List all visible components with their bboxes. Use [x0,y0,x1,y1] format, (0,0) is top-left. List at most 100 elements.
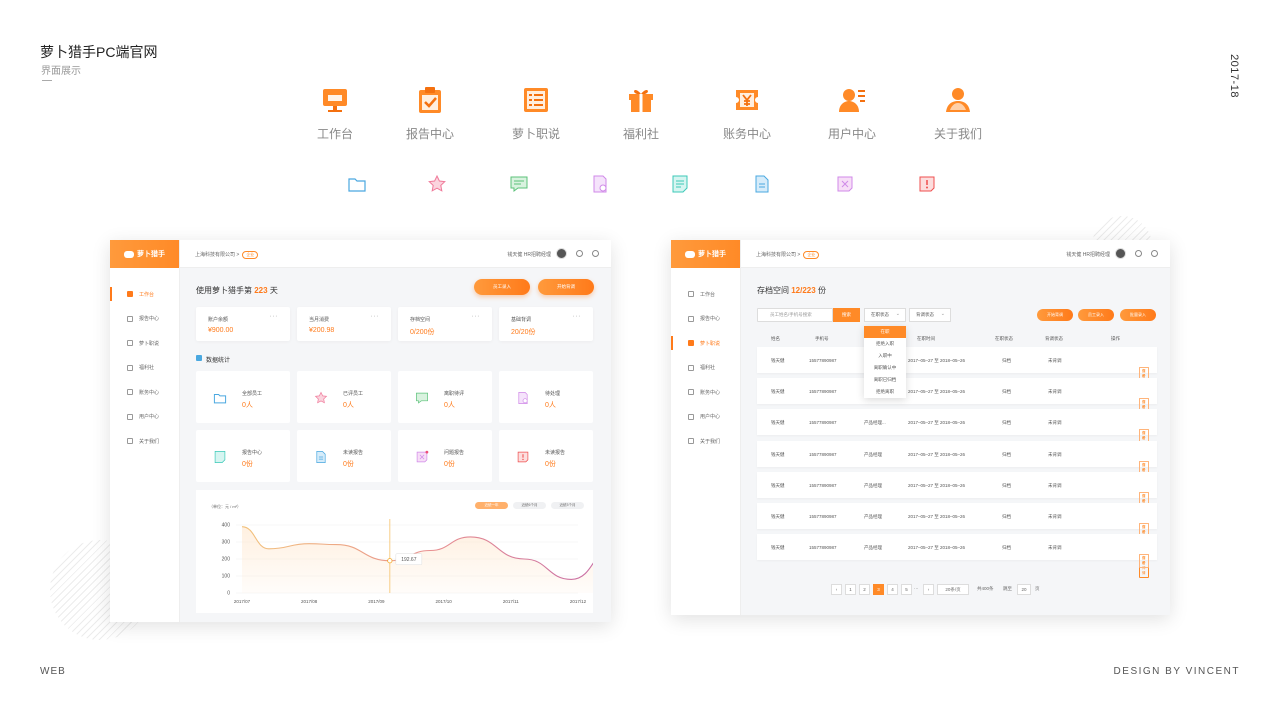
start-check-button[interactable]: 开始背调 [538,279,594,295]
file-text-icon [316,451,326,463]
bell-icon[interactable] [1135,250,1142,257]
nav-icon-finance[interactable]: 账务中心 [702,84,792,142]
table-row[interactable]: 钱天健 15577890987 2017–05–27 至 2018–05–26 归档未… [757,347,1157,391]
sidebar-item-user[interactable]: 用户中心 [671,405,740,430]
sidebar-item-label: 工作台 [139,291,155,298]
nav-icon-user-center[interactable]: 用户中心 [807,84,897,142]
dropdown-option[interactable]: 拒绝入职 [876,341,894,346]
page-button-current[interactable]: 3 [873,584,884,595]
count-card-unread-2[interactable]: 未读报告 0份 [499,430,593,482]
logout-icon[interactable] [1151,250,1158,257]
stat-card-balance[interactable]: 账户余额 ¥900.00 ··· [196,307,290,341]
search-button[interactable]: 搜索 [833,308,860,322]
avatar[interactable] [1115,248,1126,259]
column-header: 背调状态 [1045,336,1063,341]
dropdown-option[interactable]: 离职已归档 [873,377,897,382]
cell-phone: 15577890987 [809,514,837,519]
nav-icon-welfare[interactable]: 福利社 [596,84,686,142]
breadcrumb[interactable]: 上海科技有限公司 > 企业 [195,251,259,259]
count-card-all[interactable]: 全部员工 0人 [196,371,290,423]
table-row[interactable]: 钱天健 15577890987 产品经理 2017–05–27 至 2018–05–2… [757,471,1157,516]
sidebar-item-workbench[interactable]: 工作台 [110,282,179,307]
add-employee-button[interactable]: 员工录入 [1078,309,1114,321]
more-icon[interactable]: ··· [572,313,581,320]
add-employee-button[interactable]: 员工录入 [474,279,530,295]
count-card-reports[interactable]: 报告中心 0份 [196,430,290,482]
dropdown-option[interactable]: 离职确认中 [873,365,897,370]
page-button[interactable]: 2 [859,584,870,595]
sidebar-item-about[interactable]: 关于我们 [671,429,740,454]
batch-add-button[interactable]: 批量录入 [1120,309,1156,321]
table-row[interactable]: 钱天健 15577890987 2017–05–27 至 2018–05–26 归档未… [757,378,1157,423]
sidebar-item-reports[interactable]: 报告中心 [110,307,179,332]
breadcrumb[interactable]: 上海科技有限公司 > 企业 [756,251,820,259]
sidebar-item-welfare[interactable]: 福利社 [110,356,179,381]
sidebar-item-talk[interactable]: 萝卜职说 [671,331,740,356]
user-name[interactable]: 钱天健 HR招聘经理 [1066,252,1110,258]
employment-status-dropdown: 在职 拒绝入职 入职中 离职确认中 离职已归档 拒绝离职 [864,326,906,398]
table-row[interactable]: 钱天健 15577890987 产品经理 2017–05–27 至 2018–05–2… [757,440,1157,485]
employment-status-select[interactable]: 在职状态 [864,308,906,322]
count-card-rated[interactable]: 已评员工 0人 [297,371,391,423]
sidebar-item-label: 报告中心 [700,316,721,323]
line-chart[interactable]: 400 300 200 100 0 2017/07 2017/08 2017/09 2017/1… [196,490,593,613]
dropdown-option[interactable]: 拒绝离职 [876,389,894,394]
usage-suffix: 天 [269,286,278,295]
sidebar-item-finance[interactable]: 账务中心 [110,380,179,405]
more-icon[interactable]: ··· [471,313,480,320]
search-input[interactable]: 员工姓名/手机号搜索 [757,308,833,322]
logo-icon [124,250,134,258]
sidebar-item-workbench[interactable]: 工作台 [671,282,740,307]
start-check-button[interactable]: 开始背调 [1037,309,1073,321]
app-logo[interactable]: 萝卜猎手 [671,240,740,268]
sidebar-item-finance[interactable]: 账务中心 [671,380,740,405]
range-3-month-button[interactable]: 近统3个月 [551,502,584,509]
logout-icon[interactable] [592,250,599,257]
more-icon[interactable]: ··· [370,313,379,320]
cell-status: 归档 [1002,451,1011,457]
page-button[interactable]: 1 [845,584,856,595]
page-size-select[interactable]: 20条/页 [937,584,969,595]
nav-icon-about[interactable]: 关于我们 [913,84,1003,142]
x-tick-label: 2017/10 [435,599,452,604]
page-button[interactable]: 5 [901,584,912,595]
dropdown-option[interactable]: 在职 [864,326,906,338]
range-1-year-button[interactable]: 近统一年 [475,502,508,509]
range-6-month-button[interactable]: 近统6个月 [513,502,546,509]
stat-card-storage[interactable]: 存档空间 0/200份 ··· [398,307,492,341]
sidebar-item-reports[interactable]: 报告中心 [671,307,740,332]
avatar[interactable] [556,248,567,259]
table-row[interactable]: 钱天健 15577890987 产品经理 2017–05–27 至 2018–05–2… [757,503,1157,547]
cell-position: 产品经理 [864,514,882,519]
breadcrumb-text: 上海科技有限公司 > [756,252,801,258]
sidebar-item-welfare[interactable]: 福利社 [671,356,740,381]
count-card-unread[interactable]: 未读报告 0份 [297,430,391,482]
count-card-leaving[interactable]: 离职待评 0人 [398,371,492,423]
table-row[interactable]: 钱天健 15577890987 产品经理 2017–05–27 至 2018–05–2… [757,534,1157,579]
sidebar-item-talk[interactable]: 萝卜职说 [110,331,179,356]
goto-page-input[interactable]: 20 [1017,584,1031,595]
next-page-button[interactable]: › [923,584,934,595]
nav-icon-talk[interactable]: 萝卜职说 [491,84,581,142]
title-divider [42,80,52,81]
table-row[interactable]: 钱天健 15577890987 产品经理... 2017–05–27 至 2018–0… [757,409,1157,454]
user-name[interactable]: 钱天健 HR招聘经理 [507,252,551,258]
evaluate-button[interactable]: 评价 [1139,554,1149,569]
check-status-select[interactable]: 背调状态 [909,308,951,322]
stat-card-spend[interactable]: 当月消费 ¥200.98 ··· [297,307,391,341]
sidebar-item-about[interactable]: 关于我们 [110,429,179,454]
dropdown-option[interactable]: 入职中 [878,353,892,358]
count-card-problem[interactable]: 问题报告 0份 [398,430,492,482]
button-label: 开始背调 [557,284,575,289]
page-button[interactable]: 4 [887,584,898,595]
count-card-pending[interactable]: 待处理 0人 [499,371,593,423]
app-logo[interactable]: 萝卜猎手 [110,240,179,268]
bell-icon[interactable] [576,250,583,257]
nav-icon-reports[interactable]: 报告中心 [385,84,475,142]
cell-name: 钱天健 [771,358,785,363]
sidebar-item-user[interactable]: 用户中心 [110,405,179,430]
stat-card-basic-check[interactable]: 基础背调 20/20份 ··· [499,307,593,341]
more-icon[interactable]: ··· [269,313,278,320]
nav-icon-workbench[interactable]: 工作台 [290,84,380,142]
prev-page-button[interactable]: ‹ [831,584,842,595]
